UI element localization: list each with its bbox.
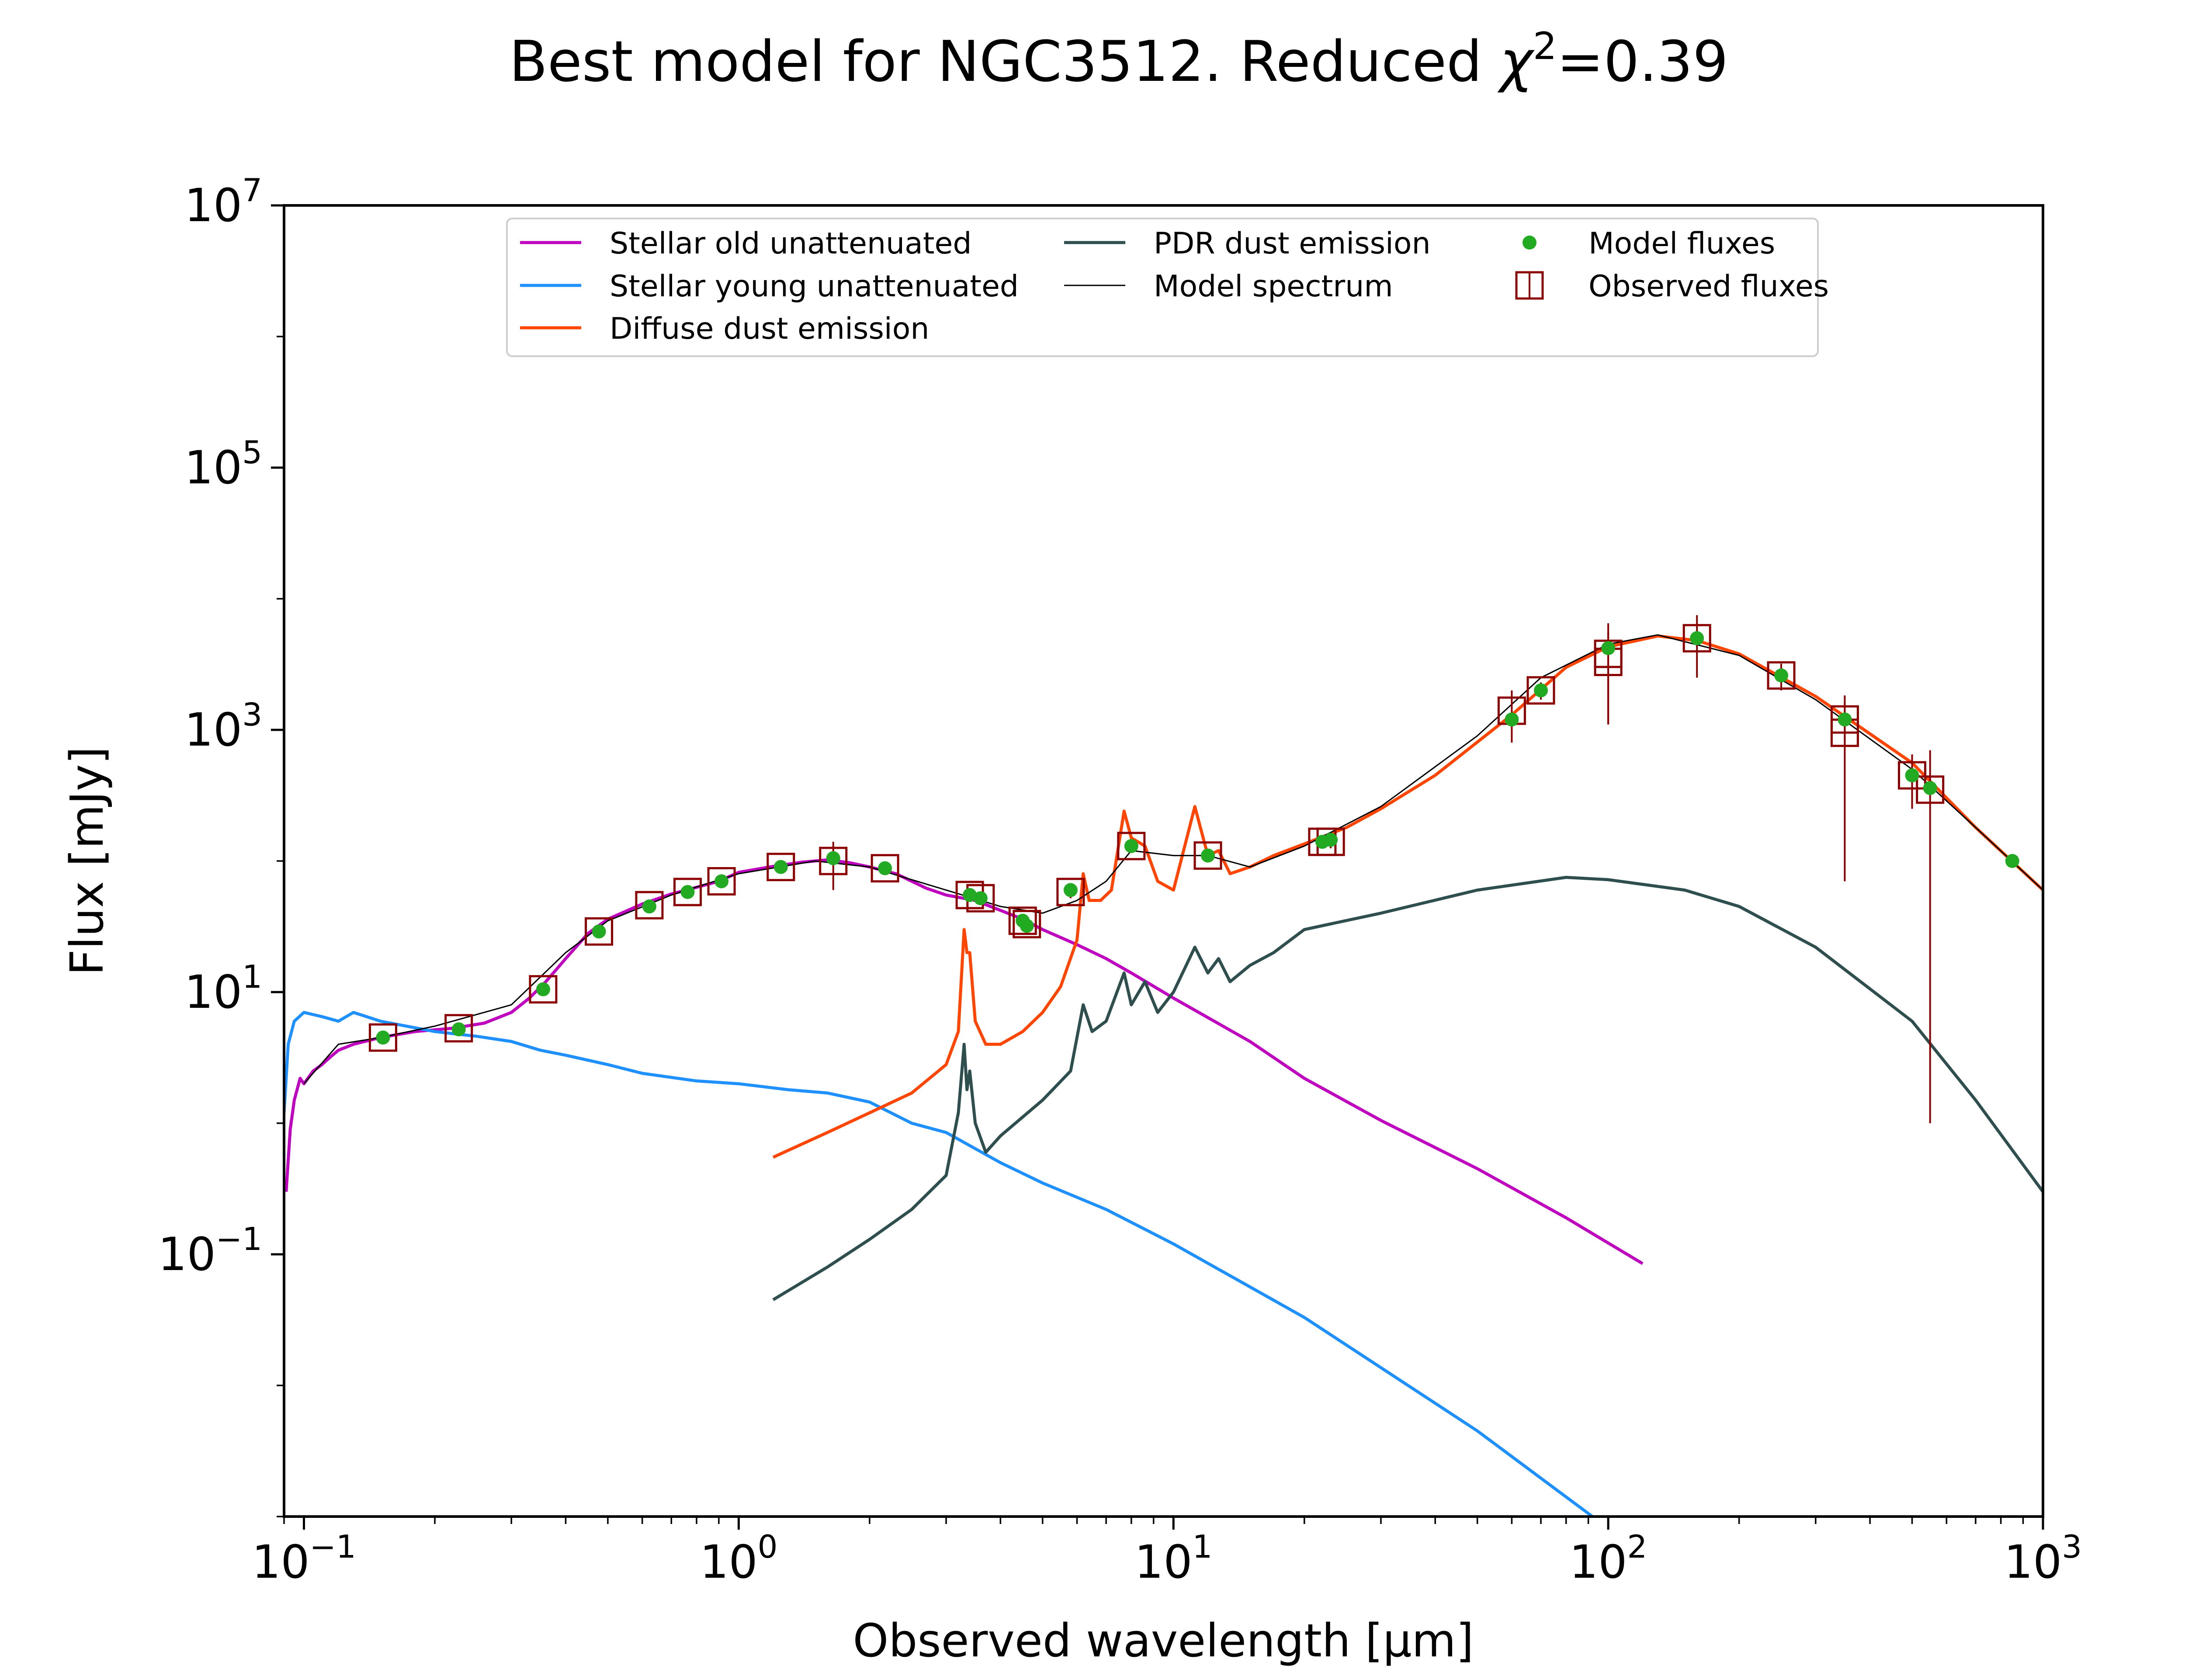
legend-label-model-fluxes: Model fluxes — [1588, 226, 1775, 261]
model-flux-point — [1838, 712, 1852, 727]
observed-flux-marker — [1193, 841, 1222, 870]
model-flux-point — [451, 1022, 466, 1037]
model-flux-point — [1201, 848, 1215, 863]
model-flux-point — [1905, 768, 1919, 783]
model-flux-point — [1774, 668, 1789, 683]
model-flux-point — [642, 899, 656, 914]
y-tick-label: 10−1 — [158, 1221, 262, 1281]
legend-swatch-model-fluxes — [1523, 236, 1536, 250]
model-flux-point — [680, 885, 695, 899]
y-axis-label: Flux [mJy] — [60, 746, 114, 975]
model-flux-point — [1923, 781, 1937, 795]
axes: 10−1 100 101 102 103 10−1 101 103 105 107 — [158, 172, 2082, 1589]
observed-flux-marker — [1767, 661, 1796, 690]
model-flux-point — [1690, 631, 1704, 646]
observed-flux-marker — [529, 975, 558, 1004]
observed-flux-marker — [1898, 761, 1927, 790]
model-flux-point — [826, 851, 840, 865]
model-flux-point — [1020, 919, 1034, 933]
observed-flux-marker — [635, 891, 664, 920]
model-flux-point — [973, 891, 988, 906]
model-flux-point — [1124, 839, 1138, 853]
series-line-pdr-dust-emission — [772, 876, 2043, 1301]
x-tick-label: 102 — [1569, 1528, 1647, 1589]
observed-flux-marker — [1682, 624, 1711, 653]
observed-flux-marker — [819, 847, 848, 875]
observed-flux-marker — [707, 867, 736, 896]
model-flux-point — [376, 1031, 390, 1045]
plot-area — [284, 615, 2043, 1517]
observed-flux-marker — [766, 853, 795, 882]
series-line-stellar-young-unattenuated — [284, 1011, 1594, 1517]
observed-flux-marker — [1526, 676, 1555, 705]
series-line-model-spectrum — [303, 634, 2043, 1084]
observed-flux-marker — [1013, 909, 1041, 938]
observed-flux-marker — [368, 1023, 397, 1052]
model-flux-point — [592, 924, 606, 939]
model-flux-point — [1324, 833, 1338, 847]
model-flux-point — [1505, 712, 1519, 727]
legend-label-observed-fluxes: Observed fluxes — [1588, 269, 1829, 304]
legend-label-model-spectrum: Model spectrum — [1154, 269, 1393, 304]
x-tick-label: 101 — [1134, 1528, 1212, 1589]
y-tick-label: 107 — [184, 172, 262, 232]
observed-flux-marker — [1916, 775, 1945, 804]
legend-label-pdr-dust-emission: PDR dust emission — [1154, 226, 1431, 261]
model-flux-point — [1534, 683, 1548, 698]
y-tick-label: 103 — [184, 696, 262, 757]
y-tick-label: 101 — [184, 958, 262, 1019]
legend-label-stellar-young-unattenuated: Stellar young unattenuated — [610, 269, 1019, 304]
observed-flux-marker — [1056, 878, 1085, 906]
observed-flux-marker — [1117, 832, 1146, 861]
model-flux-point — [878, 861, 892, 875]
model-flux-point — [1601, 641, 1616, 656]
x-axis-label: Observed wavelength [μm] — [853, 1614, 1474, 1667]
observed-flux-marker — [871, 854, 899, 883]
x-tick-label: 10−1 — [252, 1528, 356, 1589]
observed-flux-marker — [444, 1014, 473, 1043]
legend: Stellar old unattenuated Stellar young un… — [506, 218, 1829, 357]
x-tick-label: 103 — [2004, 1528, 2082, 1589]
model-flux-point — [2005, 854, 2019, 868]
legend-label-diffuse-dust-emission: Diffuse dust emission — [610, 312, 929, 346]
model-flux-point — [536, 982, 550, 996]
chart-title: Best model for NGC3512. Reduced χ2=0.39 — [509, 24, 1728, 94]
legend-box — [506, 218, 1819, 357]
model-flux-point — [773, 860, 788, 874]
model-flux-point — [1063, 883, 1078, 897]
model-flux-point — [714, 874, 729, 889]
observed-flux-marker — [585, 917, 614, 946]
model-flux-point — [963, 888, 977, 902]
legend-label-stellar-old-unattenuated: Stellar old unattenuated — [610, 226, 972, 261]
y-tick-label: 105 — [184, 434, 262, 494]
series-group — [284, 615, 2043, 1517]
observed-flux-marker — [673, 878, 702, 906]
observed-flux-marker — [1008, 906, 1037, 935]
x-tick-label: 100 — [700, 1528, 777, 1589]
